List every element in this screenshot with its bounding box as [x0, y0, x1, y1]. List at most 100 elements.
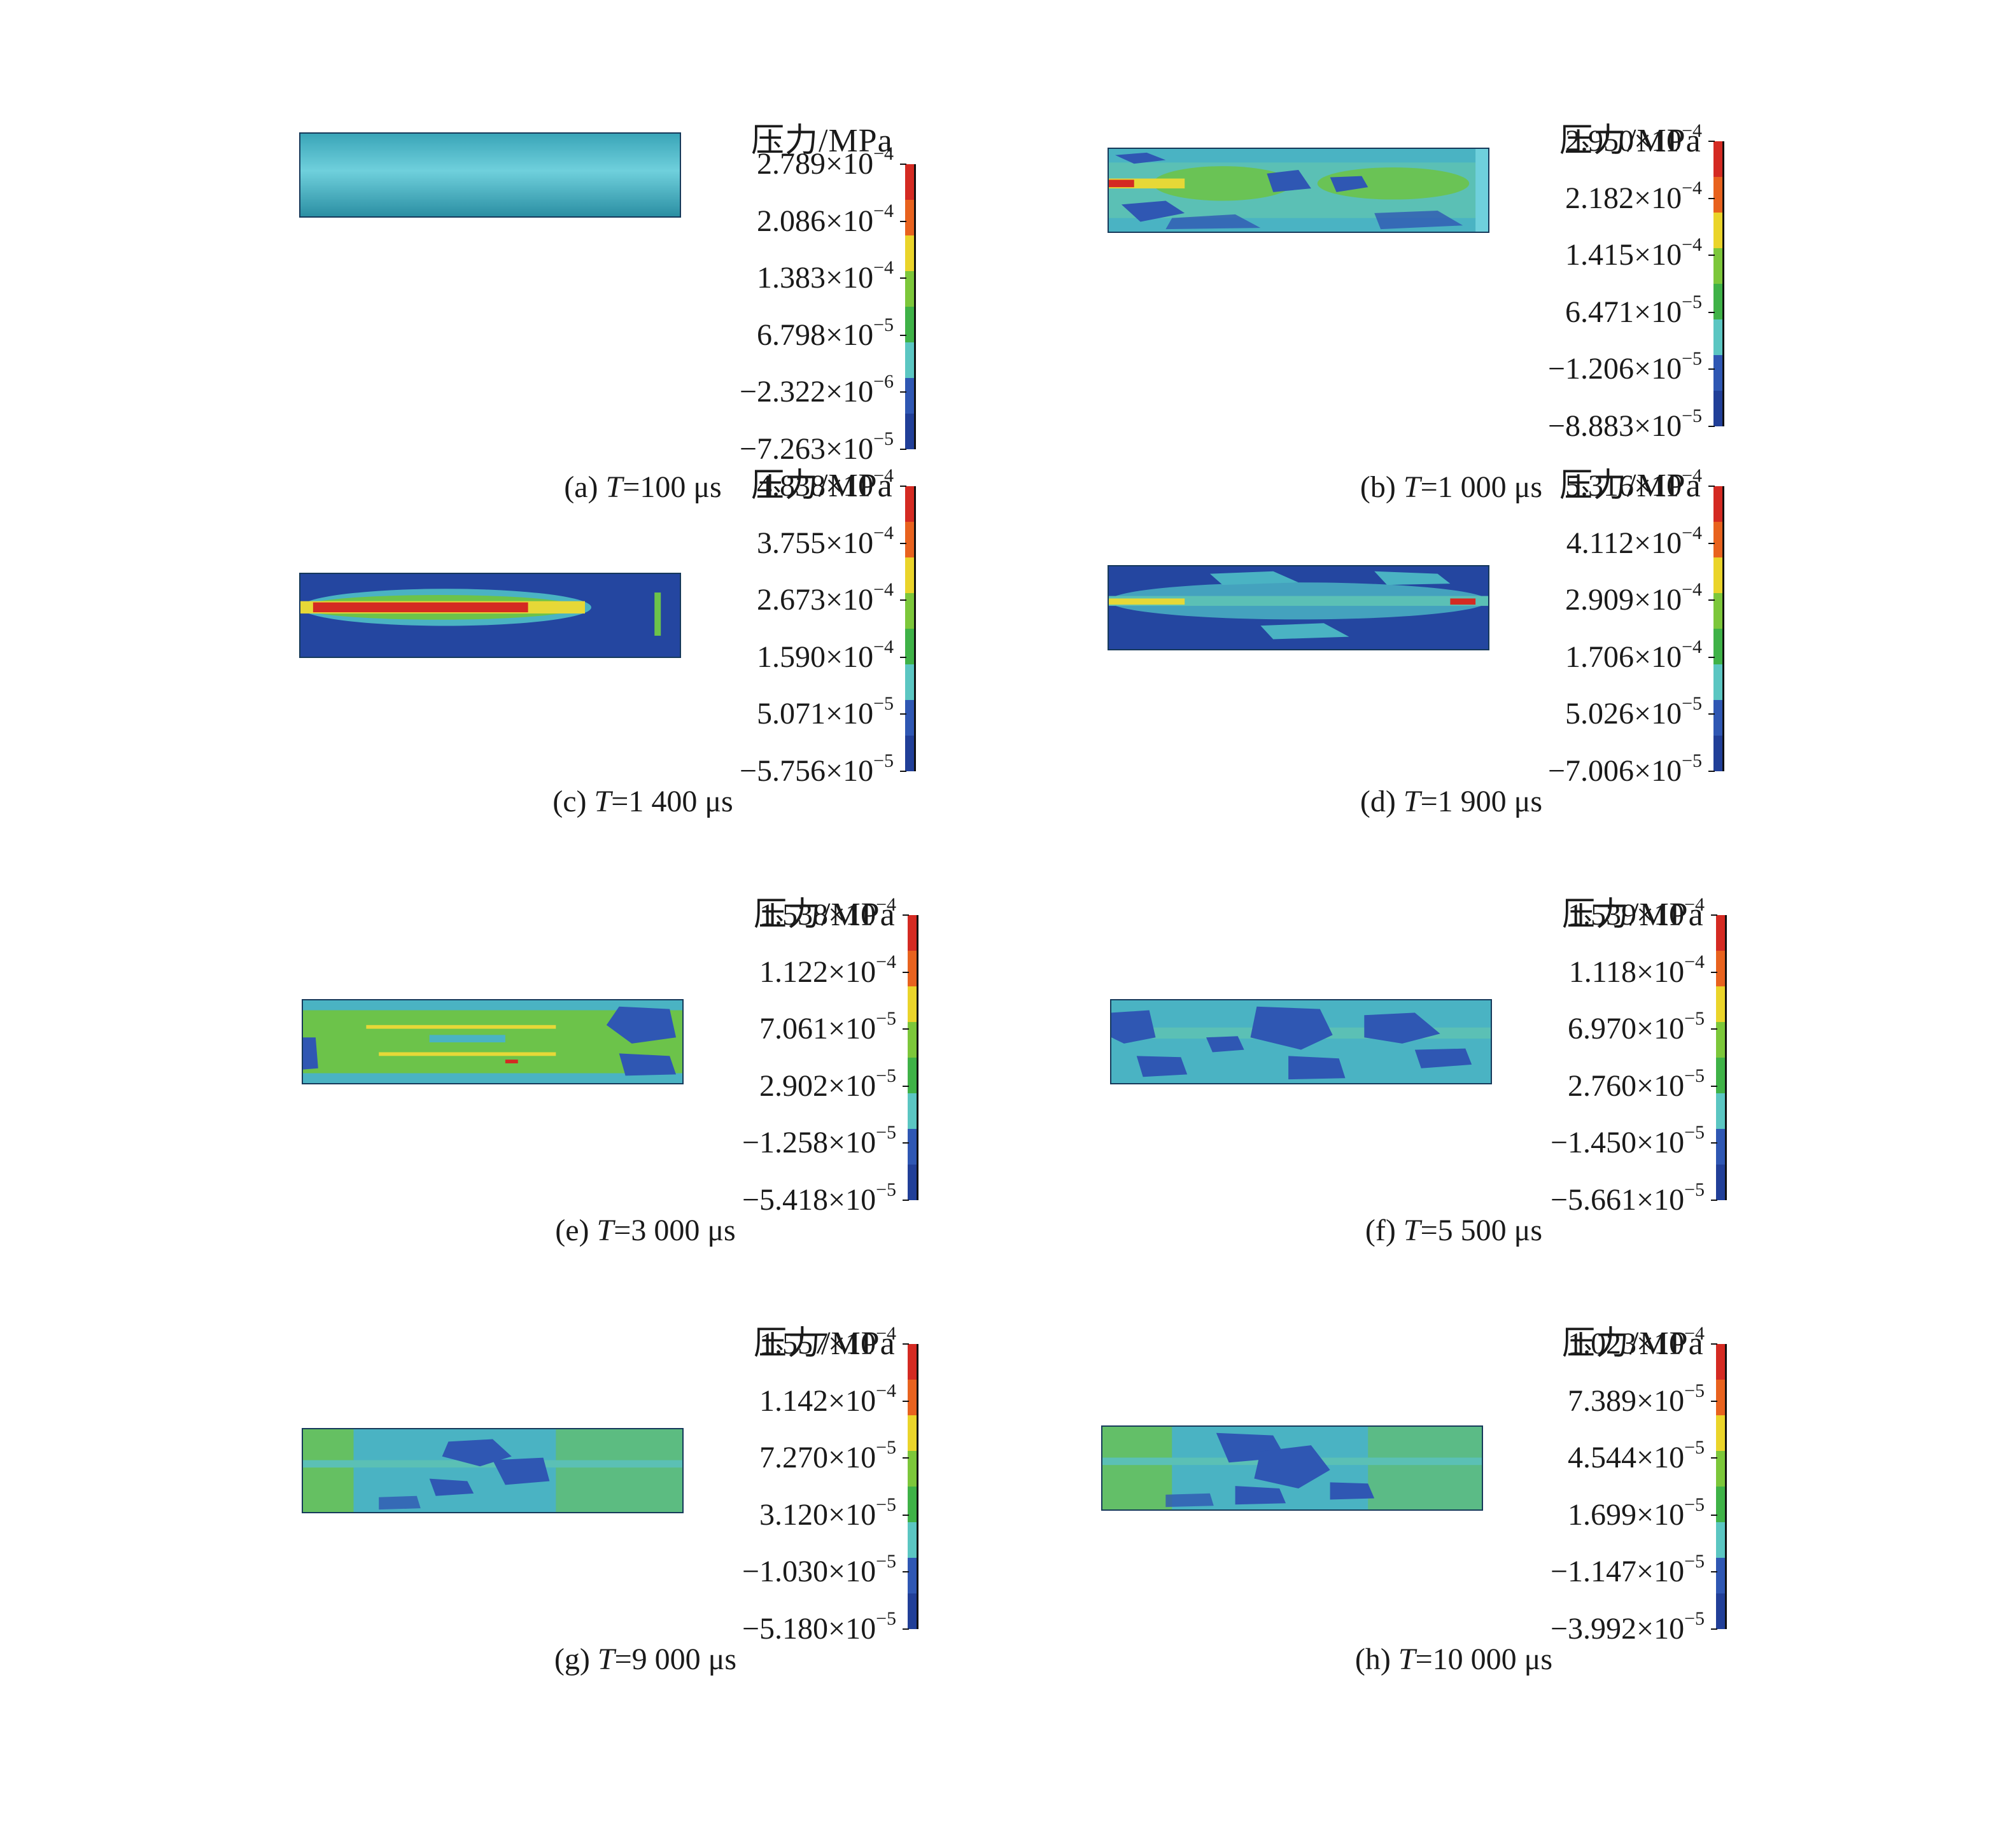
panel-d: 压力/MPa (d) T=1 900 μs 5.316×10−4 4.112×10…	[1108, 466, 1916, 985]
tick-base: ×10	[828, 955, 876, 989]
colorbar-tick-mark	[903, 1085, 909, 1087]
tick-mantissa: −1.206	[1547, 352, 1634, 386]
colorbar-segment	[1713, 486, 1722, 522]
panel-label: (f)	[1365, 1214, 1396, 1247]
tick-base: ×10	[828, 1126, 876, 1160]
tick-base: ×10	[828, 1497, 876, 1532]
colorbar-segment	[905, 235, 914, 271]
pressure-contour-cylinder	[1101, 1425, 1483, 1511]
colorbar-tick-mark	[903, 1200, 909, 1201]
tick-exponent: −5	[1684, 1380, 1705, 1401]
colorbar-tick-label: −1.030×10−5	[578, 1552, 896, 1589]
panel-caption: (g) T=9 000 μs	[397, 1642, 894, 1677]
tick-exponent: −5	[1684, 1179, 1705, 1200]
tick-mantissa: −1.147	[1550, 1555, 1636, 1589]
tick-base: ×10	[1634, 754, 1682, 788]
colorbar-segment	[905, 522, 914, 557]
colorbar-tick-mark	[1711, 914, 1717, 916]
colorbar-tick-label: 7.270×10−5	[578, 1438, 896, 1475]
colorbar-tick-mark	[1708, 368, 1715, 370]
tick-mantissa: 5.026	[1565, 697, 1634, 731]
colorbar-segment	[908, 1522, 917, 1558]
tick-mantissa: 5.316	[1565, 469, 1634, 503]
colorbar-tick-mark	[900, 277, 906, 279]
colorbar-segment	[1716, 986, 1725, 1022]
colorbar-segment	[908, 1093, 917, 1129]
colorbar-segment	[905, 200, 914, 235]
colorbar-segment	[1713, 213, 1722, 248]
tick-mantissa: 4.838	[757, 469, 826, 503]
tick-mantissa: 2.909	[1565, 583, 1634, 617]
panel-g: 压力/MPa (g) T=9 000 μs 1.557×10−4 1.142×10…	[302, 1324, 1110, 1848]
colorbar-tick-label: 5.071×10−5	[575, 694, 894, 729]
panel-c: 压力/MPa (c) T=1 400 μs 4.838×10−4 3.755×10…	[299, 466, 1108, 993]
panel-h: 压力/MPa (h) T=10 000 μs 1.023×10−4 7.389×1…	[1101, 1324, 1910, 1845]
colorbar-tick-label: 1.557×10−4	[578, 1324, 896, 1361]
colorbar-segment	[1713, 522, 1722, 557]
tick-exponent: −5	[1684, 1494, 1705, 1515]
colorbar-segment	[905, 486, 914, 522]
tick-exponent: −4	[1682, 465, 1702, 486]
panel-label: (c)	[552, 785, 587, 818]
tick-base: ×10	[828, 1612, 876, 1646]
tick-exponent: −5	[1684, 1065, 1705, 1086]
pressure-contour-cylinder	[299, 573, 681, 658]
colorbar-tick-mark	[900, 542, 906, 544]
tick-base: ×10	[828, 898, 876, 932]
time-value: =9 000 μs	[614, 1642, 737, 1676]
tick-exponent: −4	[1682, 177, 1702, 199]
colorbar-tick-label: −7.006×10−5	[1384, 752, 1702, 788]
colorbar-tick-label: 4.838×10−4	[575, 466, 894, 503]
tick-exponent: −4	[1684, 1323, 1705, 1344]
colorbar-segment	[905, 664, 914, 700]
colorbar-tick-mark	[1711, 1343, 1717, 1345]
colorbar-tick-mark	[903, 1571, 909, 1573]
tick-exponent: −5	[1684, 1008, 1705, 1030]
tick-mantissa: −7.006	[1547, 754, 1634, 788]
colorbar-tick-label: 1.699×10−5	[1386, 1495, 1705, 1532]
tick-exponent: −4	[876, 894, 896, 915]
tick-mantissa: 7.270	[759, 1441, 828, 1475]
tick-mantissa: 1.557	[759, 1327, 828, 1361]
tick-mantissa: −5.661	[1550, 1183, 1636, 1217]
pressure-contour-cylinder	[1110, 999, 1492, 1084]
tick-base: ×10	[1634, 295, 1682, 329]
pressure-contour-cylinder	[1108, 148, 1489, 233]
colorbar-tick-label: −5.756×10−5	[575, 752, 894, 787]
colorbar	[905, 486, 916, 771]
colorbar-segment	[908, 1487, 917, 1522]
tick-exponent: −5	[1684, 1122, 1705, 1144]
colorbar-segment	[1713, 700, 1722, 736]
tick-base: ×10	[826, 147, 874, 181]
colorbar-tick-mark	[1711, 1457, 1717, 1459]
colorbar-tick-label: 7.389×10−5	[1386, 1381, 1705, 1417]
tick-exponent: −4	[1682, 579, 1702, 601]
tick-mantissa: −1.030	[742, 1555, 828, 1589]
tick-base: ×10	[1636, 1497, 1685, 1532]
colorbar-segment	[1713, 593, 1722, 629]
colorbar-segment	[1716, 1451, 1725, 1487]
colorbar-tick-label: −2.322×10−6	[575, 372, 894, 407]
colorbar-tick-mark	[1711, 1085, 1717, 1087]
colorbar-tick-mark	[900, 449, 906, 450]
colorbar-tick-label: 2.673×10−4	[575, 580, 894, 615]
pressure-contour-cylinder	[302, 999, 684, 1084]
tick-base: ×10	[1634, 124, 1682, 158]
colorbar-segment	[1713, 319, 1722, 355]
tick-mantissa: 1.383	[757, 261, 826, 295]
tick-exponent: −4	[1682, 120, 1702, 141]
tick-base: ×10	[828, 1183, 876, 1217]
colorbar-tick-mark	[1711, 971, 1717, 973]
tick-mantissa: 7.061	[759, 1012, 828, 1046]
colorbar-tick-mark	[1711, 1628, 1717, 1630]
panel-label: (e)	[555, 1214, 589, 1247]
tick-exponent: −4	[876, 1323, 896, 1344]
tick-base: ×10	[1636, 1126, 1685, 1160]
colorbar-tick-mark	[900, 164, 906, 165]
colorbar	[908, 915, 918, 1200]
colorbar-segment	[905, 414, 914, 449]
colorbar-tick-mark	[903, 1028, 909, 1030]
panel-a: 压力/MPa (a) T=100 μs 2.789×10−4 2.086×10−4…	[299, 123, 1108, 552]
tick-exponent: −4	[1684, 894, 1705, 915]
colorbar-tick-mark	[900, 713, 906, 715]
